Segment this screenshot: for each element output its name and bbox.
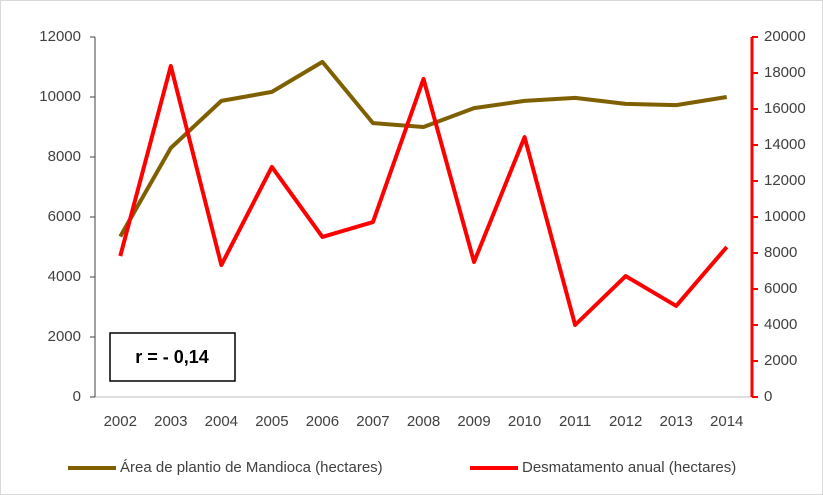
x-tick-label: 2007 [356, 413, 389, 430]
y-tick-label: 4000 [48, 268, 81, 285]
y2-tick-label: 8000 [764, 244, 797, 261]
y2-tick-label: 18000 [764, 64, 806, 81]
x-tick-label: 2006 [306, 413, 339, 430]
x-tick-label: 2003 [154, 413, 187, 430]
y2-tick-label: 6000 [764, 280, 797, 297]
y-tick-label: 8000 [48, 148, 81, 165]
y2-tick-label: 0 [764, 388, 772, 405]
y-tick-label: 2000 [48, 328, 81, 345]
y2-tick-label: 16000 [764, 100, 806, 117]
legend-label: Desmatamento anual (hectares) [522, 459, 736, 476]
x-tick-label: 2013 [660, 413, 693, 430]
annotation-box [109, 332, 236, 382]
series-line [118, 63, 729, 327]
x-tick-label: 2011 [559, 413, 591, 430]
y2-tick-label: 4000 [764, 316, 797, 333]
x-tick-label: 2009 [457, 413, 490, 430]
x-tick-label: 2002 [104, 413, 137, 430]
y2-tick-label: 14000 [764, 136, 806, 153]
y2-tick-label: 10000 [764, 208, 806, 225]
x-tick-label: 2004 [205, 413, 238, 430]
y-tick-label: 6000 [48, 208, 81, 225]
x-tick-label: 2014 [710, 413, 743, 430]
x-tick-label: 2012 [609, 413, 642, 430]
annotation: r = - 0,14 [135, 347, 209, 367]
y2-tick-label: 20000 [764, 28, 806, 45]
legend-label: Área de plantio de Mandioca (hectares) [120, 459, 383, 476]
y-tick-label: 10000 [39, 88, 81, 105]
x-tick-label: 2008 [407, 413, 440, 430]
x-tick-label: 2010 [508, 413, 541, 430]
y-tick-label: 0 [73, 388, 81, 405]
x-tick-label: 2005 [255, 413, 288, 430]
y2-tick-label: 12000 [764, 172, 806, 189]
y2-tick-label: 2000 [764, 352, 797, 369]
y-tick-label: 12000 [39, 28, 81, 45]
series-line [118, 59, 728, 238]
